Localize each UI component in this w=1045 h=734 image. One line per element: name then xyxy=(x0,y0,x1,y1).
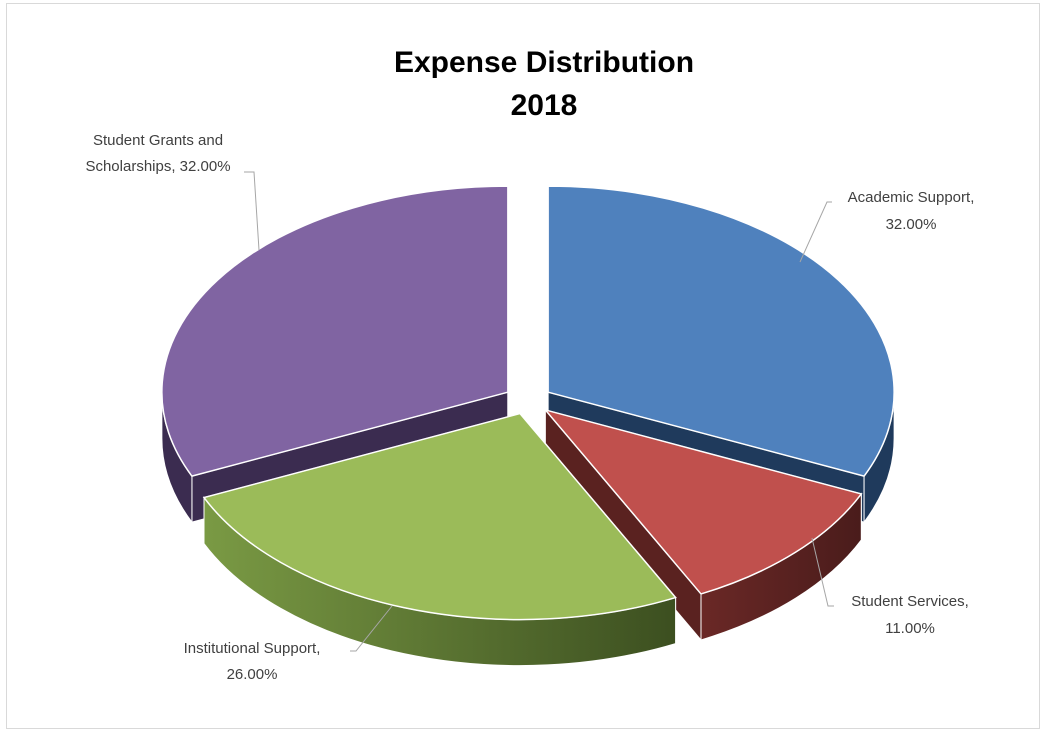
leader-line-student-grants-and-scholarships xyxy=(244,171,260,251)
label-student-services: Student Services, 11.00% xyxy=(851,593,969,637)
leader-line-institutional-support xyxy=(350,605,393,652)
svg-text:26.00%: 26.00% xyxy=(227,666,278,683)
label-academic-support: Academic Support, 32.00% xyxy=(848,189,975,233)
chart-title-line-2: 2018 xyxy=(511,89,578,122)
svg-text:11.00%: 11.00% xyxy=(885,620,935,637)
slice-top-student-services xyxy=(543,408,863,595)
svg-text:32.00%: 32.00% xyxy=(886,216,937,233)
label-institutional-support: Institutional Support, 26.00% xyxy=(184,640,321,683)
leader-line-student-services xyxy=(811,537,834,607)
slice-top-academic-support xyxy=(547,185,895,478)
svg-text:Student Grants and: Student Grants and xyxy=(93,132,223,149)
slice-top-student-grants-and-scholarships xyxy=(161,185,509,478)
slice-top-institutional-support xyxy=(202,412,677,621)
label-student-grants-and-scholarships: Student Grants and Scholarships, 32.00% xyxy=(85,132,230,175)
svg-text:Student Services,: Student Services, xyxy=(851,593,969,610)
slice-institutional-support xyxy=(202,412,677,667)
svg-text:Scholarships, 32.00%: Scholarships, 32.00% xyxy=(85,158,230,175)
svg-text:Academic Support,: Academic Support, xyxy=(848,189,975,206)
leader-line-academic-support xyxy=(799,201,832,263)
svg-text:Institutional Support,: Institutional Support, xyxy=(184,640,321,657)
chart-title-line-1: Expense Distribution xyxy=(394,46,694,79)
